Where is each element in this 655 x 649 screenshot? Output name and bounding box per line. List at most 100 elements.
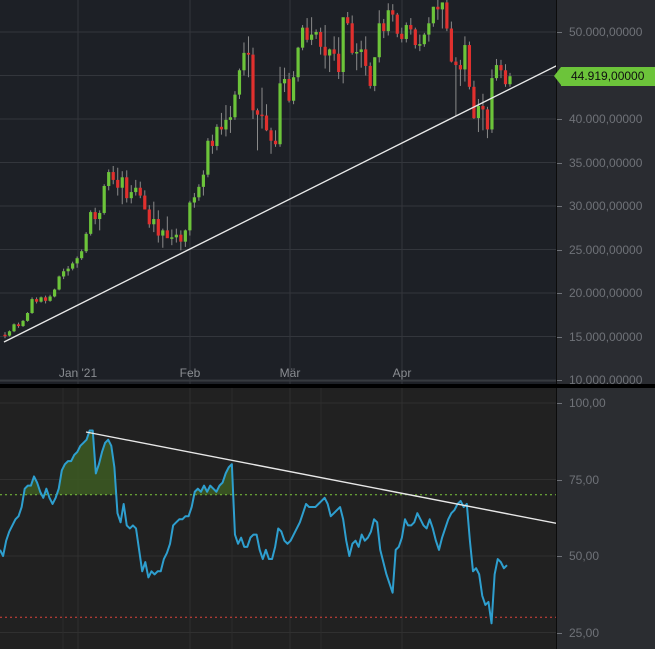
rsi-resistance-trendline[interactable] — [85, 431, 557, 525]
candle-up[interactable] — [386, 10, 390, 32]
candle-down[interactable] — [436, 6, 440, 10]
candle-up[interactable] — [242, 52, 246, 71]
candle-up[interactable] — [71, 263, 75, 269]
candle-up[interactable] — [310, 34, 314, 40]
candle-up[interactable] — [80, 251, 84, 259]
candle-down[interactable] — [485, 109, 490, 130]
candle-up[interactable] — [228, 117, 233, 120]
candle-up[interactable] — [62, 271, 66, 277]
rsi-indicator-pane[interactable]: 100,00 75,00 50,00 25,00 — [0, 388, 655, 649]
candle-down[interactable] — [138, 187, 142, 196]
candle-down[interactable] — [332, 49, 336, 54]
price-chart-pane[interactable]: 50.000,00000 40.000,00000 35.000,00000 30.0… — [0, 0, 655, 387]
candle-up[interactable] — [341, 17, 345, 73]
candle-up[interactable] — [192, 197, 196, 203]
candle-down[interactable] — [251, 54, 255, 111]
candle-down[interactable] — [458, 65, 463, 70]
candle-down[interactable] — [273, 140, 278, 145]
candle-up[interactable] — [174, 234, 178, 238]
candle-down[interactable] — [255, 110, 260, 115]
candle-up[interactable] — [463, 45, 467, 70]
rsi-line-chart[interactable] — [0, 388, 557, 649]
candle-down[interactable] — [305, 27, 309, 40]
candle-down[interactable] — [125, 177, 129, 199]
candle-down[interactable] — [454, 61, 458, 66]
candle-up[interactable] — [490, 78, 494, 130]
candle-down[interactable] — [260, 114, 264, 117]
candle-down[interactable] — [43, 297, 48, 301]
candle-down[interactable] — [350, 23, 354, 53]
candle-up[interactable] — [431, 6, 435, 24]
candle-down[interactable] — [3, 334, 7, 337]
candle-up[interactable] — [48, 296, 52, 301]
candle-down[interactable] — [147, 209, 151, 225]
rsi-y-axis[interactable]: 100,00 75,00 50,00 25,00 — [556, 388, 655, 649]
candle-up[interactable] — [224, 119, 228, 130]
candle-down[interactable] — [269, 130, 273, 141]
candle-down[interactable] — [409, 25, 413, 30]
candle-down[interactable] — [319, 32, 323, 47]
candle-up[interactable] — [476, 105, 481, 119]
candle-up[interactable] — [152, 219, 156, 225]
candle-up[interactable] — [21, 320, 25, 327]
candle-up[interactable] — [66, 268, 70, 272]
candle-down[interactable] — [156, 219, 160, 236]
candle-down[interactable] — [34, 299, 39, 302]
candle-up[interactable] — [170, 237, 174, 239]
candle-down[interactable] — [481, 105, 485, 110]
candle-up[interactable] — [89, 212, 93, 234]
candle-up[interactable] — [129, 192, 133, 199]
candle-down[interactable] — [400, 33, 404, 39]
candle-up[interactable] — [201, 174, 205, 187]
candle-up[interactable] — [404, 25, 408, 39]
candle-up[interactable] — [300, 27, 305, 48]
candle-up[interactable] — [98, 212, 102, 220]
candle-down[interactable] — [503, 70, 508, 85]
candle-down[interactable] — [391, 10, 395, 15]
candle-up[interactable] — [328, 49, 332, 56]
candle-up[interactable] — [206, 140, 210, 175]
candle-up[interactable] — [120, 177, 124, 188]
candle-up[interactable] — [52, 289, 57, 297]
candle-down[interactable] — [337, 53, 341, 73]
candle-down[interactable] — [449, 28, 453, 62]
pane-separator[interactable] — [0, 384, 655, 388]
candle-down[interactable] — [179, 234, 183, 242]
candle-up[interactable] — [188, 202, 192, 231]
candle-down[interactable] — [364, 49, 368, 66]
candle-up[interactable] — [237, 70, 242, 95]
candle-up[interactable] — [107, 172, 111, 186]
candle-up[interactable] — [359, 49, 363, 53]
candle-up[interactable] — [278, 83, 282, 145]
candle-down[interactable] — [93, 212, 97, 220]
candle-up[interactable] — [427, 23, 431, 35]
candle-up[interactable] — [494, 65, 499, 79]
candle-down[interactable] — [219, 126, 224, 130]
candle-down[interactable] — [499, 65, 503, 71]
candle-up[interactable] — [84, 233, 88, 252]
candle-up[interactable] — [7, 331, 12, 336]
candle-down[interactable] — [382, 23, 386, 32]
candle-down[interactable] — [413, 29, 417, 46]
candle-down[interactable] — [346, 17, 350, 24]
candle-up[interactable] — [508, 76, 512, 85]
candle-down[interactable] — [16, 324, 21, 327]
candle-down[interactable] — [395, 14, 399, 34]
candle-down[interactable] — [165, 230, 169, 239]
candle-up[interactable] — [440, 2, 444, 10]
candle-down[interactable] — [111, 172, 115, 180]
candle-up[interactable] — [30, 299, 34, 314]
candle-down[interactable] — [246, 52, 251, 55]
candle-down[interactable] — [287, 78, 291, 101]
candle-up[interactable] — [183, 230, 187, 242]
candle-up[interactable] — [373, 57, 377, 86]
candle-up[interactable] — [355, 52, 359, 54]
candle-up[interactable] — [161, 230, 165, 236]
candle-up[interactable] — [12, 324, 16, 332]
candle-up[interactable] — [215, 126, 219, 146]
candle-down[interactable] — [143, 195, 147, 210]
candle-down[interactable] — [368, 65, 372, 86]
candle-up[interactable] — [134, 187, 138, 193]
candle-up[interactable] — [57, 276, 61, 290]
candle-up[interactable] — [233, 94, 237, 118]
